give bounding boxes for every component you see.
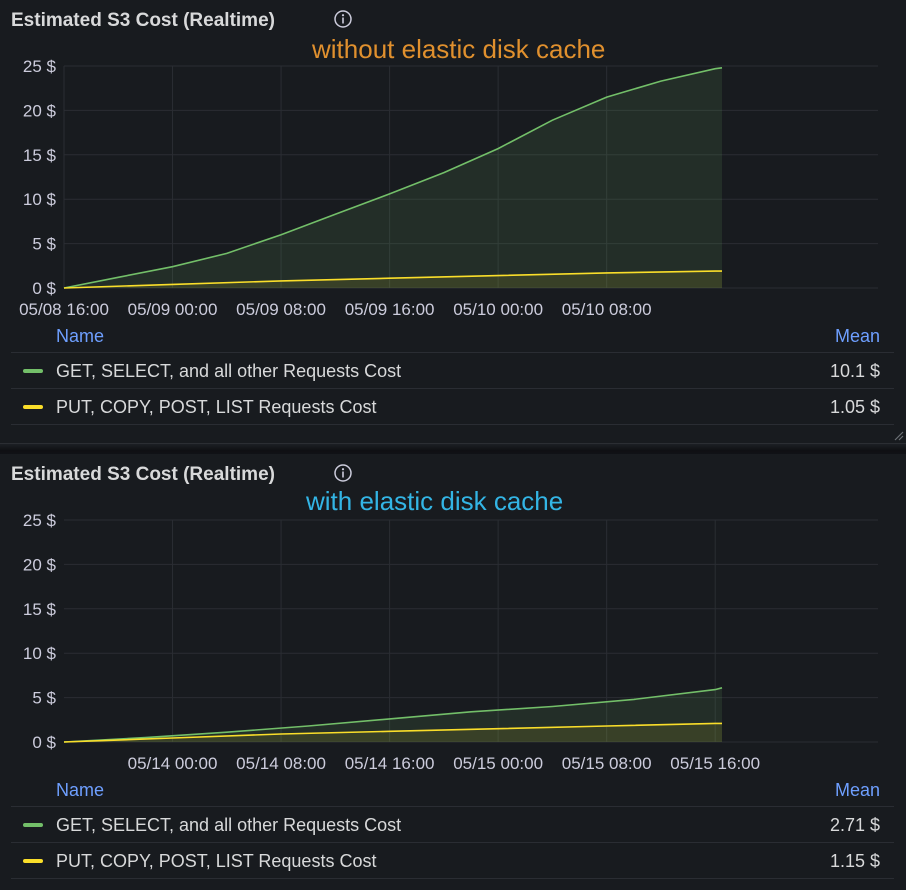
chart-annotation: without elastic disk cache [312, 34, 606, 64]
y-tick-label: 20 $ [23, 101, 57, 120]
y-tick-label: 5 $ [32, 689, 56, 708]
chart-annotation: with elastic disk cache [306, 486, 564, 516]
y-tick-label: 5 $ [32, 235, 56, 254]
series-line-0 [63, 687, 723, 743]
x-tick-label: 05/09 08:00 [236, 300, 326, 319]
legend-name-header[interactable]: Name [56, 780, 105, 800]
legend-series-mean: 1.15 $ [829, 851, 880, 871]
legend-row-get[interactable]: GET, SELECT, and all other Requests Cost… [11, 353, 894, 389]
y-tick-label: 0 $ [32, 279, 56, 298]
x-tick-label: 05/08 16:00 [19, 300, 109, 319]
y-tick-label: 0 $ [32, 733, 56, 752]
x-tick-label: 05/15 08:00 [562, 754, 652, 773]
legend-header: Name Mean [11, 776, 894, 807]
legend-row-put[interactable]: PUT, COPY, POST, LIST Requests Cost 1.15… [11, 843, 894, 879]
x-tick-label: 05/15 16:00 [670, 754, 760, 773]
series-color-swatch [23, 369, 43, 373]
y-tick-label: 10 $ [23, 644, 57, 663]
x-tick-label: 05/10 00:00 [453, 300, 543, 319]
series-area-0 [64, 67, 722, 288]
legend-series-mean: 1.05 $ [829, 397, 880, 417]
y-tick-label: 15 $ [23, 146, 57, 165]
series-color-swatch [23, 405, 43, 409]
series-line-1 [63, 270, 722, 289]
legend-series-name: PUT, COPY, POST, LIST Requests Cost [56, 851, 377, 871]
legend-row-put[interactable]: PUT, COPY, POST, LIST Requests Cost 1.05… [11, 389, 894, 425]
x-tick-label: 05/14 16:00 [345, 754, 435, 773]
chart-panel-without-cache: Estimated S3 Cost (Realtime) without ela… [0, 0, 906, 443]
resize-handle-icon[interactable] [892, 429, 904, 441]
series-area-0 [64, 687, 722, 742]
info-icon[interactable] [334, 10, 352, 28]
legend-table: Name Mean GET, SELECT, and all other Req… [11, 776, 894, 879]
series-line-0 [63, 67, 723, 289]
series-area-1 [64, 723, 722, 742]
panel-title: Estimated S3 Cost (Realtime) [11, 464, 275, 485]
legend-table: Name Mean GET, SELECT, and all other Req… [11, 322, 894, 425]
x-tick-label: 05/10 08:00 [562, 300, 652, 319]
legend-mean-header[interactable]: Mean [834, 780, 880, 800]
x-tick-label: 05/09 00:00 [128, 300, 218, 319]
y-tick-label: 25 $ [23, 511, 57, 530]
info-icon[interactable] [334, 464, 352, 482]
x-tick-label: 05/15 00:00 [453, 754, 543, 773]
legend-series-name: GET, SELECT, and all other Requests Cost [56, 361, 402, 381]
y-tick-label: 10 $ [23, 190, 57, 209]
series-color-swatch [23, 823, 43, 827]
legend-series-name: PUT, COPY, POST, LIST Requests Cost [56, 397, 377, 417]
legend-series-name: GET, SELECT, and all other Requests Cost [56, 815, 402, 835]
chart-plot: 0 $ 5 $ 10 $ 15 $ 20 $ 25 $ 05/08 16:00 05/09 0… [19, 57, 878, 319]
legend-series-mean: 2.71 $ [829, 815, 880, 835]
series-area-1 [64, 271, 722, 288]
y-tick-label: 15 $ [23, 600, 57, 619]
chart-panel-with-cache: Estimated S3 Cost (Realtime) with elasti… [0, 454, 906, 890]
series-line-1 [63, 722, 722, 743]
legend-series-mean: 10.1 $ [829, 361, 880, 381]
legend-mean-header[interactable]: Mean [834, 326, 880, 346]
y-tick-label: 25 $ [23, 57, 57, 76]
x-tick-label: 05/14 00:00 [128, 754, 218, 773]
legend-row-get[interactable]: GET, SELECT, and all other Requests Cost… [11, 807, 894, 843]
chart-plot: 0 $ 5 $ 10 $ 15 $ 20 $ 25 $ 05/14 00:00 05/14 0… [23, 511, 878, 773]
x-tick-label: 05/14 08:00 [236, 754, 326, 773]
panel-separator [0, 443, 906, 455]
y-tick-label: 20 $ [23, 555, 57, 574]
series-color-swatch [23, 859, 43, 863]
x-tick-label: 05/09 16:00 [345, 300, 435, 319]
legend-header: Name Mean [11, 322, 894, 353]
panel-title: Estimated S3 Cost (Realtime) [11, 10, 275, 31]
legend-name-header[interactable]: Name [56, 326, 105, 346]
